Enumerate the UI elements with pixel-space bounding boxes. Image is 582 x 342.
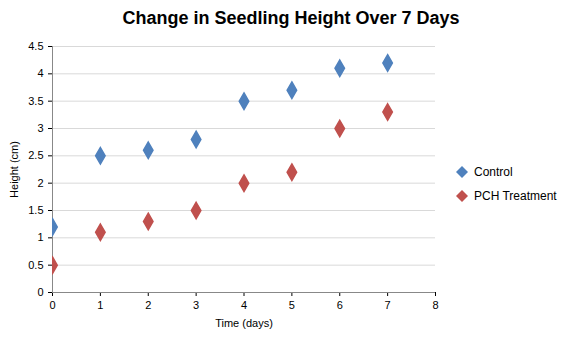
svg-text:1.5: 1.5: [28, 204, 43, 216]
svg-text:2: 2: [145, 299, 151, 311]
svg-text:2.5: 2.5: [28, 149, 43, 161]
svg-text:3: 3: [193, 299, 199, 311]
html-text:Change in Seedling Height Over: Change in Seedling Height Over 7 Days: [122, 8, 460, 28]
svg-text:Time (days): Time (days): [215, 317, 273, 329]
svg-text:1: 1: [97, 299, 103, 311]
svg-text:0.5: 0.5: [28, 259, 43, 271]
svg-text:4: 4: [241, 299, 247, 311]
html-text:Control: Control: [474, 165, 513, 179]
svg-text:8: 8: [432, 299, 438, 311]
svg-text:5: 5: [289, 299, 295, 311]
svg-text:Height (cm): Height (cm): [8, 141, 20, 198]
svg-text:0: 0: [37, 286, 43, 298]
svg-text:7: 7: [385, 299, 391, 311]
svg-text:2: 2: [37, 177, 43, 189]
svg-text:0: 0: [49, 299, 55, 311]
svg-text:3.5: 3.5: [28, 95, 43, 107]
svg-text:4.5: 4.5: [28, 40, 43, 52]
html-text:PCH Treatment: PCH Treatment: [474, 189, 557, 203]
svg-text:6: 6: [337, 299, 343, 311]
svg-text:4: 4: [37, 67, 43, 79]
svg-text:1: 1: [37, 231, 43, 243]
svg-text:3: 3: [37, 122, 43, 134]
